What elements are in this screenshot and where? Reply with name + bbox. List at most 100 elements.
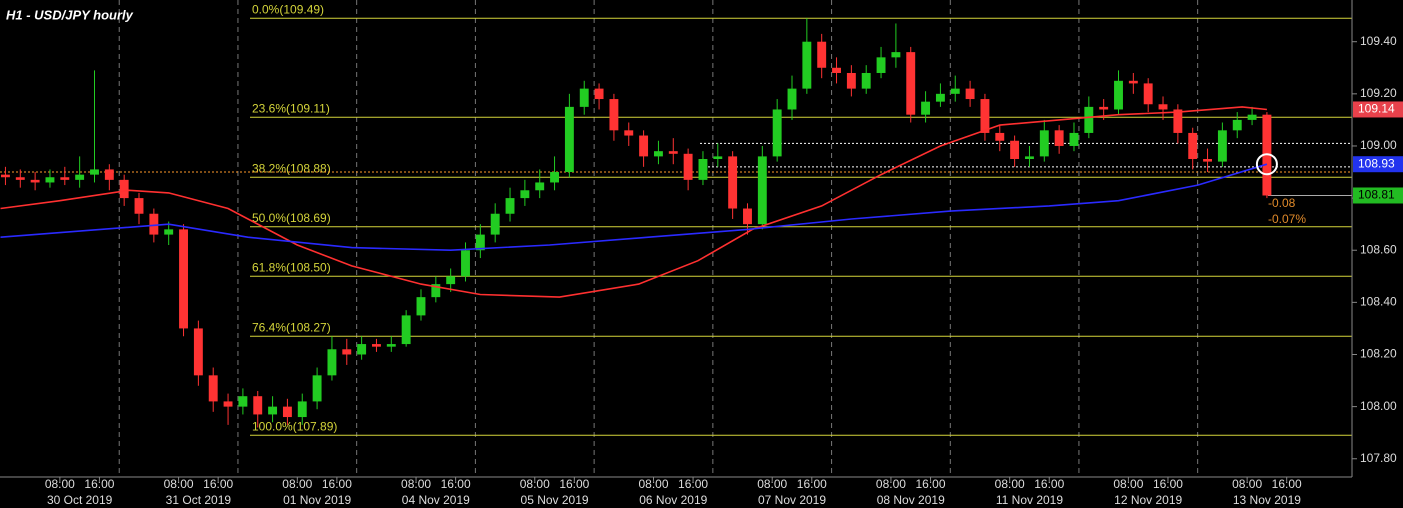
candle [935,83,945,107]
x-tick-label: 16:00 [1153,477,1183,491]
x-tick-label: 08:00 [757,477,787,491]
candle-body [668,151,678,154]
candle-body [312,375,322,402]
candle [357,336,367,360]
candle-body [965,88,975,100]
fib-label: 50.0%(108.69) [252,211,331,225]
candle-body [297,401,307,418]
candle-body [713,156,723,159]
candle [372,338,381,352]
candle-body [0,174,10,178]
candle-body [1173,109,1183,133]
candle-body [401,315,411,345]
candle [1025,145,1034,167]
candle [401,310,411,347]
candle-body [461,250,470,277]
candle [965,80,975,107]
candle [297,393,307,425]
candle-body [490,213,500,235]
candle-body [208,375,218,402]
candle [683,148,693,191]
candle [787,75,797,120]
candle-body [505,198,515,214]
candle-body [15,177,25,180]
date-label: 30 Oct 2019 [47,493,113,507]
candle [475,224,485,259]
price-badge [1353,156,1403,173]
candle [104,164,114,191]
candle [431,276,441,303]
candle-body [416,297,426,316]
y-tick-label: 108.60 [1360,242,1397,256]
candle [1203,148,1213,173]
candle [861,65,871,94]
moving-average [0,163,1268,252]
candle-body [1128,80,1138,84]
date-label: 11 Nov 2019 [996,493,1063,507]
date-label: 13 Nov 2019 [1233,493,1301,507]
candle [1010,135,1020,167]
candle-body [609,99,619,131]
candle-body [950,88,960,94]
candle [772,99,782,162]
candle [876,46,886,79]
candle-body [772,109,782,157]
candle-body [639,135,649,157]
candle-body [1054,130,1064,146]
price-badge-label: 108.81 [1358,188,1395,202]
candle-body [921,101,931,115]
plot: 0.0%(109.49) 23.6%(109.11) 38.2%(108.88) 50… [0,0,1352,477]
change-annotation: -0.08 [1268,196,1296,210]
candle [179,224,188,337]
candle [1054,125,1064,154]
x-tick-label: 08:00 [876,477,906,491]
candle-body [1010,140,1020,159]
candle [193,320,203,386]
candle [624,122,634,146]
candle-body [30,179,40,183]
x-tick-label: 16:00 [322,477,352,491]
candle [90,70,99,183]
x-tick-label: 08:00 [164,477,194,491]
candle [817,33,827,79]
candle [238,388,248,415]
candle-body [683,153,693,180]
x-tick-label: 08:00 [638,477,668,491]
candle-body [45,177,55,183]
candle-body [1069,132,1079,146]
x-tick-label: 08:00 [282,477,312,491]
date-label: 06 Nov 2019 [639,493,707,507]
fib-label: 100.0%(107.89) [252,419,337,433]
candle-body [1188,132,1198,159]
candle-body [327,349,337,376]
candle [535,169,545,199]
candle-body [253,396,263,415]
candle-body [787,88,797,110]
candle-body [1025,156,1034,159]
candle-body [995,132,1005,141]
x-tick-label: 08:00 [520,477,550,491]
date-label: 31 Oct 2019 [166,493,232,507]
candle-body [1084,106,1094,133]
candle-body [1114,80,1123,110]
x-tick-label: 08:00 [45,477,75,491]
price-badge-label: 108.93 [1358,156,1395,170]
marker-circle [1255,153,1278,176]
candle-body [179,229,188,329]
candle-body [594,88,604,100]
candle [75,156,85,188]
candle-body [802,41,812,89]
candle [282,398,292,425]
candle [609,93,619,141]
candle-body [104,169,114,180]
candle-body [564,106,574,173]
y-tick-label: 109.20 [1360,86,1397,100]
x-tick-label: 16:00 [678,477,708,491]
candle [1114,70,1123,115]
candle-body [891,52,901,58]
candle-body [268,406,278,415]
candle [1173,104,1183,144]
candle-body [832,67,841,73]
candle [1247,106,1257,126]
